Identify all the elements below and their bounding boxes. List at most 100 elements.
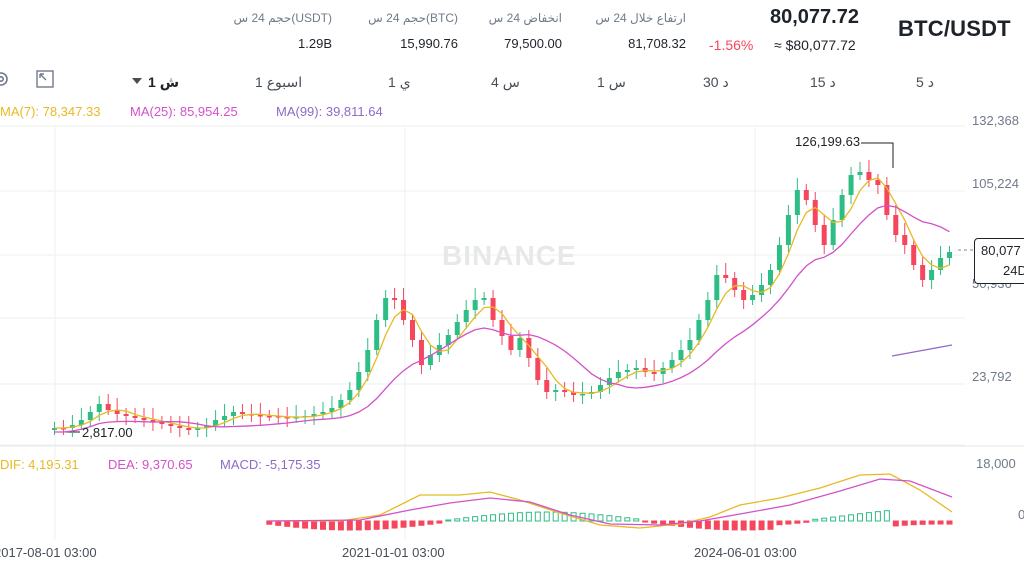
- macd-histogram-bar: [633, 518, 640, 522]
- pair-title: BTC/USDT: [898, 16, 1011, 41]
- dea-line: [267, 478, 953, 526]
- interval-1M[interactable]: 1 ش: [148, 74, 180, 90]
- ma7-line: [54, 177, 950, 429]
- macd-histogram-bar: [937, 520, 944, 525]
- candle-body: [239, 412, 245, 414]
- macd-histogram-bar: [874, 511, 881, 522]
- macd-histogram-bar: [427, 520, 434, 525]
- candle-body: [571, 392, 577, 395]
- ma25-legend: MA(25): 85,954.25: [130, 104, 238, 119]
- dif-legend: DIF: 4,195.31: [0, 457, 79, 472]
- candle-body: [454, 322, 460, 335]
- macd-histogram-bar: [373, 520, 380, 530]
- candle-body: [222, 416, 228, 420]
- macd-histogram-bar: [382, 520, 389, 530]
- macd-histogram-bar: [525, 511, 532, 522]
- macd-histogram-bar: [758, 520, 765, 531]
- candle-body: [893, 215, 899, 235]
- candle-body: [633, 368, 639, 370]
- macd-histogram-bar: [919, 520, 926, 525]
- macd-histogram-bar: [910, 520, 917, 526]
- candle-body: [759, 285, 765, 295]
- candle-body: [320, 412, 326, 414]
- candle-body: [472, 300, 478, 310]
- macd-histogram-bar: [713, 520, 720, 530]
- high-marker-line: [861, 142, 894, 168]
- macd-axis-label: 18,000: [976, 456, 1016, 471]
- macd-histogram-bar: [946, 520, 953, 525]
- interval-15m[interactable]: 15 د: [810, 74, 836, 90]
- candle-body: [821, 225, 827, 245]
- candle-body: [481, 298, 487, 300]
- usd-price: ≈ $80,077.72: [774, 37, 856, 53]
- candle-body: [204, 426, 210, 428]
- macd-histogram-bar: [615, 516, 622, 522]
- chevron-down-icon[interactable]: [132, 78, 142, 84]
- candle-body: [624, 370, 630, 372]
- stat-volume-btc-value: 15,990.76: [400, 36, 458, 51]
- macd-histogram-bar: [597, 514, 604, 522]
- stat-volume-usdt: حجم 24 س(USDT) 1.29B: [234, 11, 333, 51]
- stat-volume-usdt-label: حجم 24 س(USDT): [233, 11, 333, 25]
- candle-body: [768, 270, 773, 285]
- last-price-tag-value: 80,077: [981, 243, 1021, 258]
- macd-histogram-bar: [794, 520, 801, 524]
- ma7-legend: MA(7): 78,347.33: [0, 104, 101, 119]
- candle-body: [723, 275, 729, 278]
- candle-body: [750, 295, 756, 300]
- interval-1w[interactable]: 1 اسبوع: [255, 74, 303, 90]
- candle-body: [329, 408, 335, 412]
- ma25-line: [54, 204, 950, 433]
- candle-body: [785, 215, 791, 245]
- low-annotation: 2,817.00: [82, 425, 133, 440]
- interval-1d[interactable]: 1 ي: [388, 74, 411, 90]
- macd-histogram-bar: [481, 515, 488, 522]
- macd-histogram-bar: [624, 517, 631, 522]
- candle-body: [418, 340, 424, 365]
- candle-body: [839, 195, 845, 220]
- candle-body: [938, 258, 944, 270]
- candle-body: [123, 414, 129, 416]
- macd-histogram-bar: [749, 520, 756, 531]
- macd-histogram-bar: [346, 520, 353, 531]
- candle-body: [150, 420, 156, 422]
- stat-volume-usdt-value: 1.29B: [298, 36, 332, 51]
- candle-body: [78, 420, 84, 425]
- change-percent: -1.56%: [709, 37, 754, 53]
- candle-body: [311, 414, 317, 416]
- macd-histogram-bar: [767, 520, 774, 530]
- macd-histogram-bar: [561, 511, 568, 522]
- gear-icon[interactable]: [0, 70, 10, 88]
- candle-body: [830, 220, 836, 245]
- candle-body: [490, 298, 496, 320]
- macd-histogram-bar: [785, 520, 792, 525]
- candle-body: [87, 412, 93, 420]
- interval-4h[interactable]: 4 س: [491, 74, 520, 90]
- candle-body: [177, 426, 183, 428]
- macd-histogram-bar: [883, 510, 890, 522]
- candle-body: [141, 418, 147, 420]
- candle-body: [517, 338, 523, 350]
- candle-body: [911, 245, 917, 265]
- interval-1h[interactable]: 1 س: [597, 74, 626, 90]
- interval-5m[interactable]: 5 د: [916, 74, 934, 90]
- candle-body: [52, 428, 57, 430]
- candle-body: [195, 428, 201, 430]
- macd-histogram-bar: [463, 517, 470, 522]
- macd-histogram-bar: [445, 519, 452, 522]
- candle-body: [794, 190, 800, 215]
- ma99-legend: MA(99): 39,811.64: [276, 104, 383, 119]
- countdown-label: 24D: [1003, 263, 1024, 278]
- expand-icon[interactable]: [36, 70, 54, 88]
- stat-volume-btc-label: حجم 24 س(BTC): [368, 11, 458, 25]
- candle-body: [553, 390, 559, 392]
- interval-30m[interactable]: 30 د: [703, 74, 729, 90]
- candle-body: [580, 394, 586, 396]
- macd-histogram-bar: [928, 520, 935, 525]
- candle-body: [392, 298, 398, 300]
- candle-body: [615, 372, 621, 378]
- macd-histogram-bar: [839, 515, 846, 522]
- macd-histogram-bar: [660, 520, 667, 525]
- dea-legend: DEA: 9,370.65: [108, 457, 193, 472]
